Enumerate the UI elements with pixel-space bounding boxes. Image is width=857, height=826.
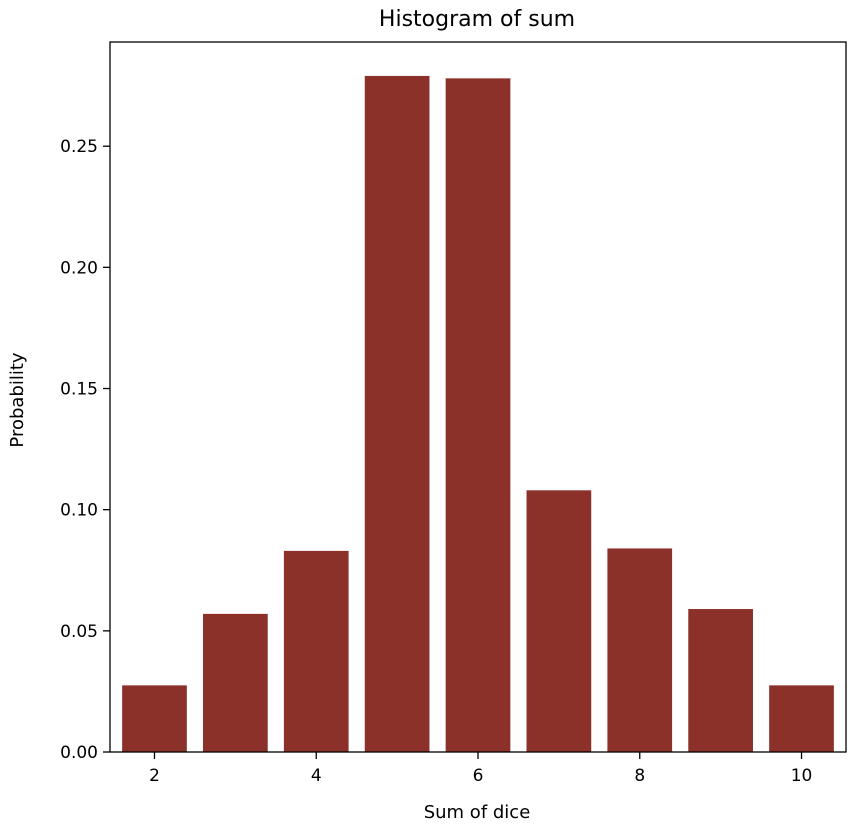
y-tick-label: 0.15 xyxy=(60,380,98,400)
y-axis-ticks: 0.00 0.05 0.10 0.15 0.20 0.25 xyxy=(60,137,110,763)
bar-3 xyxy=(203,613,268,752)
y-tick-label: 0.05 xyxy=(60,622,98,642)
bar-2 xyxy=(122,685,187,752)
x-tick-label: 10 xyxy=(791,766,813,786)
bar-10 xyxy=(769,685,834,752)
x-tick-label: 2 xyxy=(149,766,160,786)
bar-9 xyxy=(688,609,753,752)
y-axis-label: Probability xyxy=(7,352,28,447)
x-axis-ticks: 2 4 6 8 10 xyxy=(149,752,812,786)
y-tick-label: 0.20 xyxy=(60,258,98,278)
bar-6 xyxy=(445,78,511,752)
y-tick-label: 0.25 xyxy=(60,137,98,157)
y-tick-label: 0.00 xyxy=(60,743,98,763)
bar-7 xyxy=(526,490,592,752)
bar-8 xyxy=(607,548,673,752)
bars-group xyxy=(122,75,834,752)
chart-title: Histogram of sum xyxy=(379,7,575,32)
x-tick-label: 6 xyxy=(473,766,484,786)
x-tick-label: 8 xyxy=(634,766,645,786)
y-tick-label: 0.10 xyxy=(60,501,98,521)
x-axis-label: Sum of dice xyxy=(424,802,531,823)
bar-5 xyxy=(364,75,430,752)
bar-4 xyxy=(283,550,349,752)
plot-frame xyxy=(109,41,847,753)
x-tick-label: 4 xyxy=(311,766,322,786)
